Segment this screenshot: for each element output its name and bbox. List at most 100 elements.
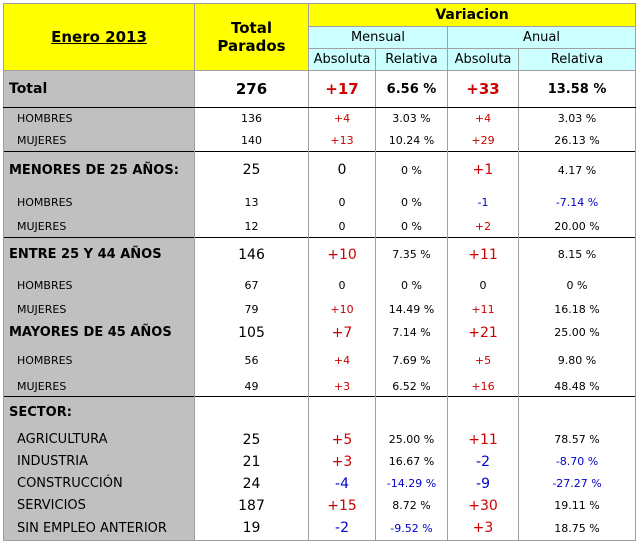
row-label: SIN EMPLEO ANTERIOR: [3, 516, 195, 541]
mensual-relativa-cell: 0 %: [375, 151, 448, 189]
row-label: HOMBRES: [3, 188, 195, 216]
mensual-absoluta-cell: +3: [308, 376, 376, 397]
table-row: MUJERES 79 +10 14.49 % +11 16.18 %: [3, 298, 637, 321]
mensual-absoluta-cell: 0: [308, 271, 376, 299]
total-parados-cell: 25: [194, 151, 309, 189]
total-parados-cell: 146: [194, 237, 309, 272]
table-row: HOMBRES 13 0 0 % -1 -7.14 %: [3, 188, 637, 216]
row-label: INDUSTRIA: [3, 450, 195, 473]
total-parados-header: Total Parados: [194, 3, 309, 71]
unemployment-table: Enero 2013 Total Parados Variacion Mensua…: [3, 3, 637, 541]
total-parados-cell: 140: [194, 129, 309, 152]
anual-absoluta-cell: +5: [447, 344, 519, 377]
mensual-absoluta-cell: +10: [308, 298, 376, 321]
table-row: SECTOR:: [3, 396, 637, 429]
mensual-relativa-cell: 10.24 %: [375, 129, 448, 152]
anual-relativa-cell: -7.14 %: [517, 188, 637, 216]
mensual-absoluta-cell: +13: [308, 129, 376, 152]
anual-relativa-cell: 20.00 %: [517, 215, 637, 238]
total-parados-cell: 56: [194, 344, 309, 377]
row-label: Total: [3, 70, 195, 108]
variacion-header: Variacion: [307, 3, 637, 27]
anual-absoluta-header: Absoluta: [447, 48, 519, 71]
empty-cell: [447, 396, 519, 429]
mensual-relativa-cell: 6.52 %: [375, 376, 448, 397]
total-parados-cell: 24: [194, 472, 309, 495]
mensual-relativa-cell: -9.52 %: [375, 516, 448, 541]
mensual-absoluta-cell: +4: [308, 107, 376, 130]
anual-relativa-cell: 13.58 %: [517, 70, 637, 108]
mensual-relativa-cell: 7.14 %: [375, 320, 448, 345]
row-label: MENORES DE 25 AÑOS:: [3, 151, 195, 189]
anual-relativa-cell: 8.15 %: [517, 237, 637, 272]
row-label: MAYORES DE 45 AÑOS: [3, 320, 195, 345]
anual-relativa-cell: 16.18 %: [517, 298, 637, 321]
table-row: HOMBRES 136 +4 3.03 % +4 3.03 %: [3, 107, 637, 130]
table-row: MUJERES 12 0 0 % +2 20.00 %: [3, 215, 637, 238]
total-parados-cell: 136: [194, 107, 309, 130]
mensual-header: Mensual: [308, 26, 448, 49]
mensual-absoluta-cell: +4: [308, 344, 376, 377]
mensual-relativa-cell: 8.72 %: [375, 494, 448, 517]
anual-absoluta-cell: +11: [447, 237, 519, 272]
anual-relativa-cell: 3.03 %: [517, 107, 637, 130]
empty-cell: [517, 396, 637, 429]
total-parados-cell: 276: [194, 70, 309, 108]
anual-relativa-cell: -8.70 %: [517, 450, 637, 473]
mensual-absoluta-cell: +15: [308, 494, 376, 517]
mensual-absoluta-header: Absoluta: [308, 48, 376, 71]
anual-header: Anual: [446, 26, 637, 49]
table-title: Enero 2013: [3, 3, 195, 71]
table-row: HOMBRES 67 0 0 % 0 0 %: [3, 271, 637, 299]
row-label: MUJERES: [3, 129, 195, 152]
mensual-absoluta-cell: +3: [308, 450, 376, 473]
table-row: MUJERES 49 +3 6.52 % +16 48.48 %: [3, 376, 637, 397]
mensual-relativa-cell: 0 %: [375, 271, 448, 299]
anual-absoluta-cell: -2: [447, 450, 519, 473]
anual-relativa-cell: 48.48 %: [517, 376, 637, 397]
anual-relativa-cell: 9.80 %: [517, 344, 637, 377]
empty-cell: [375, 396, 448, 429]
total-parados-cell: 21: [194, 450, 309, 473]
row-label: MUJERES: [3, 215, 195, 238]
anual-relativa-cell: 25.00 %: [517, 320, 637, 345]
anual-relativa-cell: 19.11 %: [517, 494, 637, 517]
row-label: HOMBRES: [3, 271, 195, 299]
anual-absoluta-cell: +11: [447, 428, 519, 451]
table-row: MAYORES DE 45 AÑOS 105 +7 7.14 % +21 25.00 %: [3, 320, 637, 345]
mensual-relativa-cell: 16.67 %: [375, 450, 448, 473]
anual-relativa-cell: 78.57 %: [517, 428, 637, 451]
table-row: INDUSTRIA 21 +3 16.67 % -2 -8.70 %: [3, 450, 637, 473]
anual-absoluta-cell: +4: [447, 107, 519, 130]
row-label: SECTOR:: [3, 396, 195, 429]
mensual-relativa-cell: 7.35 %: [375, 237, 448, 272]
total-parados-cell: 13: [194, 188, 309, 216]
total-parados-cell: 19: [194, 516, 309, 541]
anual-absoluta-cell: 0: [447, 271, 519, 299]
anual-absoluta-cell: +3: [447, 516, 519, 541]
mensual-relativa-cell: 25.00 %: [375, 428, 448, 451]
anual-relativa-cell: 4.17 %: [517, 151, 637, 189]
mensual-absoluta-cell: 0: [308, 188, 376, 216]
mensual-absoluta-cell: +5: [308, 428, 376, 451]
table-row: SERVICIOS 187 +15 8.72 % +30 19.11 %: [3, 494, 637, 517]
total-parados-cell: 49: [194, 376, 309, 397]
table-row: SIN EMPLEO ANTERIOR 19 -2 -9.52 % +3 18.75 %: [3, 516, 637, 541]
mensual-relativa-cell: 3.03 %: [375, 107, 448, 130]
mensual-relativa-cell: 7.69 %: [375, 344, 448, 377]
row-label: MUJERES: [3, 376, 195, 397]
anual-absoluta-cell: -1: [447, 188, 519, 216]
total-parados-cell: 105: [194, 320, 309, 345]
row-label: ENTRE 25 Y 44 AÑOS: [3, 237, 195, 272]
mensual-relativa-cell: 0 %: [375, 188, 448, 216]
total-parados-cell: 25: [194, 428, 309, 451]
table-row: AGRICULTURA 25 +5 25.00 % +11 78.57 %: [3, 428, 637, 451]
anual-relativa-cell: -27.27 %: [517, 472, 637, 495]
empty-cell: [308, 396, 376, 429]
row-label: SERVICIOS: [3, 494, 195, 517]
row-label: HOMBRES: [3, 107, 195, 130]
total-parados-cell: 12: [194, 215, 309, 238]
mensual-relativa-cell: 6.56 %: [375, 70, 448, 108]
anual-relativa-header: Relativa: [517, 48, 637, 71]
mensual-relativa-header: Relativa: [375, 48, 448, 71]
